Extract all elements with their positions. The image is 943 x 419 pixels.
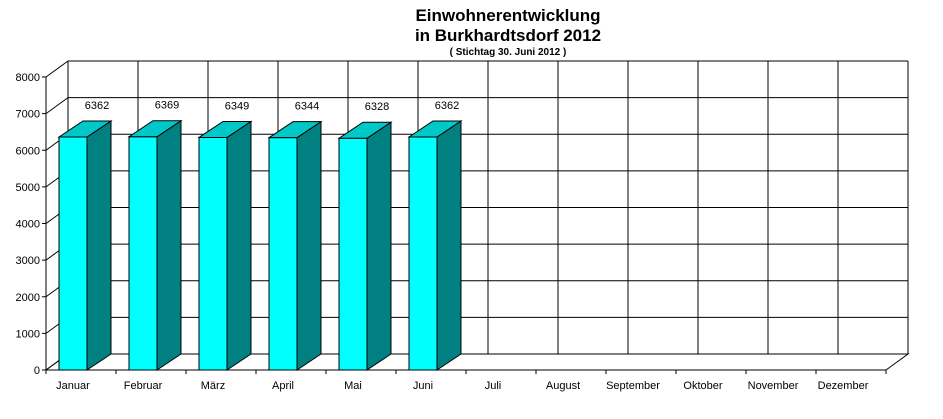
x-tick-label: Januar xyxy=(56,380,90,392)
data-label: 6369 xyxy=(155,100,179,112)
bar-side xyxy=(226,120,252,371)
bar-front xyxy=(198,136,228,371)
x-tick-label: April xyxy=(272,380,294,392)
y-tick-label: 3000 xyxy=(16,255,40,267)
bar-side xyxy=(436,120,462,371)
bar-top xyxy=(267,121,323,139)
y-tick-label: 5000 xyxy=(16,182,40,194)
y-tick-label: 1000 xyxy=(16,328,40,340)
gridline-side xyxy=(45,60,69,78)
x-tick-label: Februar xyxy=(124,380,163,392)
bar-top xyxy=(197,120,253,138)
x-tick-label: November xyxy=(748,380,799,392)
bar-side xyxy=(86,120,112,371)
x-tick-label: März xyxy=(201,380,225,392)
y-tick-label: 2000 xyxy=(16,292,40,304)
chart-title-line2: in Burkhardtsdorf 2012 xyxy=(414,26,602,45)
bar-side xyxy=(366,121,392,371)
y-tick-label: 8000 xyxy=(16,72,40,84)
x-tick-label: Juni xyxy=(413,380,433,392)
data-label: 6362 xyxy=(435,100,459,112)
y-tick-label: 7000 xyxy=(16,109,40,121)
x-tick-label: Dezember xyxy=(818,380,869,392)
bar-front xyxy=(268,137,298,371)
bar-front xyxy=(128,136,158,371)
data-label: 6362 xyxy=(85,100,109,112)
data-label: 6328 xyxy=(365,101,389,113)
y-tick-label: 6000 xyxy=(16,145,40,157)
x-tick-label: September xyxy=(606,380,660,392)
bar-front xyxy=(408,136,438,371)
chart-title: Einwohnerentwicklung xyxy=(415,6,601,25)
bar-top xyxy=(57,120,113,138)
y-tick-label: 4000 xyxy=(16,219,40,231)
x-tick-label: Oktober xyxy=(683,380,722,392)
bar-side xyxy=(156,119,182,371)
gridline-side xyxy=(45,97,69,115)
bar-front xyxy=(338,137,368,371)
chart-subtitle: ( Stichtag 30. Juni 2012 ) xyxy=(449,47,567,58)
data-label: 6344 xyxy=(295,101,319,113)
data-label: 6349 xyxy=(225,100,249,112)
bar-top xyxy=(127,120,183,138)
bar-top xyxy=(407,120,463,138)
x-tick-label: Mai xyxy=(344,380,362,392)
bar-top xyxy=(337,121,393,139)
bar-front xyxy=(58,136,88,371)
bar-side xyxy=(296,120,322,371)
y-tick-label: 0 xyxy=(34,365,40,377)
x-tick-label: Juli xyxy=(485,380,502,392)
x-tick-label: August xyxy=(546,380,580,392)
